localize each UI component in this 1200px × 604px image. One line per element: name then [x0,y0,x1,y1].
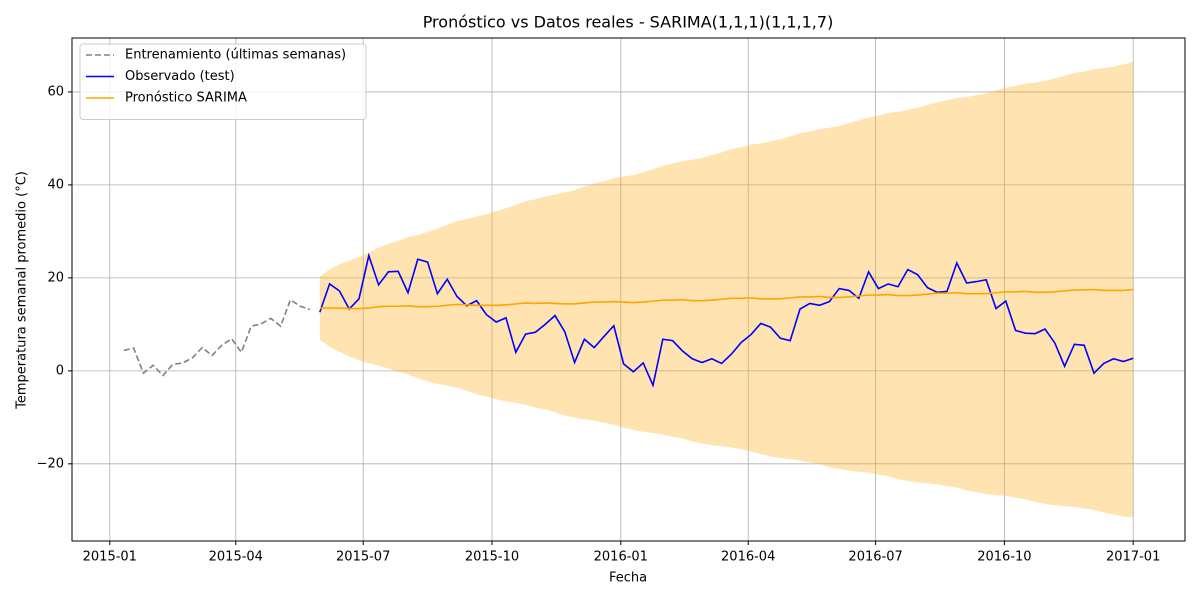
y-axis-label: Temperatura semanal promedio (°C) [15,171,30,410]
y-tick-label: 20 [47,270,64,285]
x-axis-label: Fecha [609,571,647,586]
x-tick-label: 2015-07 [336,550,390,565]
y-tick-label: −20 [37,456,64,471]
x-tick-label: 2015-04 [209,550,263,565]
plot-frame [71,37,1186,542]
legend: Entrenamiento (últimas semanas) Observado… [79,43,367,120]
series-line [319,288,1134,310]
y-tick-label: 40 [47,177,64,192]
chart-title: Pronóstico vs Datos reales - SARIMA(1,1,… [423,13,834,32]
series-line [319,252,1134,388]
legend-label: Entrenamiento (últimas semanas) [125,48,346,63]
x-tick-label: 2015-01 [83,550,137,565]
series-line [123,298,311,377]
x-tick-label: 2015-10 [465,550,519,565]
x-tick-label: 2017-01 [1106,550,1160,565]
y-tick-label: 0 [56,363,64,378]
legend-label: Observado (test) [125,69,235,84]
legend-box [79,43,367,120]
x-tick-label: 2016-01 [594,550,648,565]
legend-label: Pronóstico SARIMA [125,91,247,106]
x-tick-label: 2016-04 [721,550,775,565]
x-tick-label: 2016-10 [977,550,1031,565]
x-tick-label: 2016-07 [848,550,902,565]
confidence-band [319,61,1134,518]
y-tick-label: 60 [47,84,64,99]
